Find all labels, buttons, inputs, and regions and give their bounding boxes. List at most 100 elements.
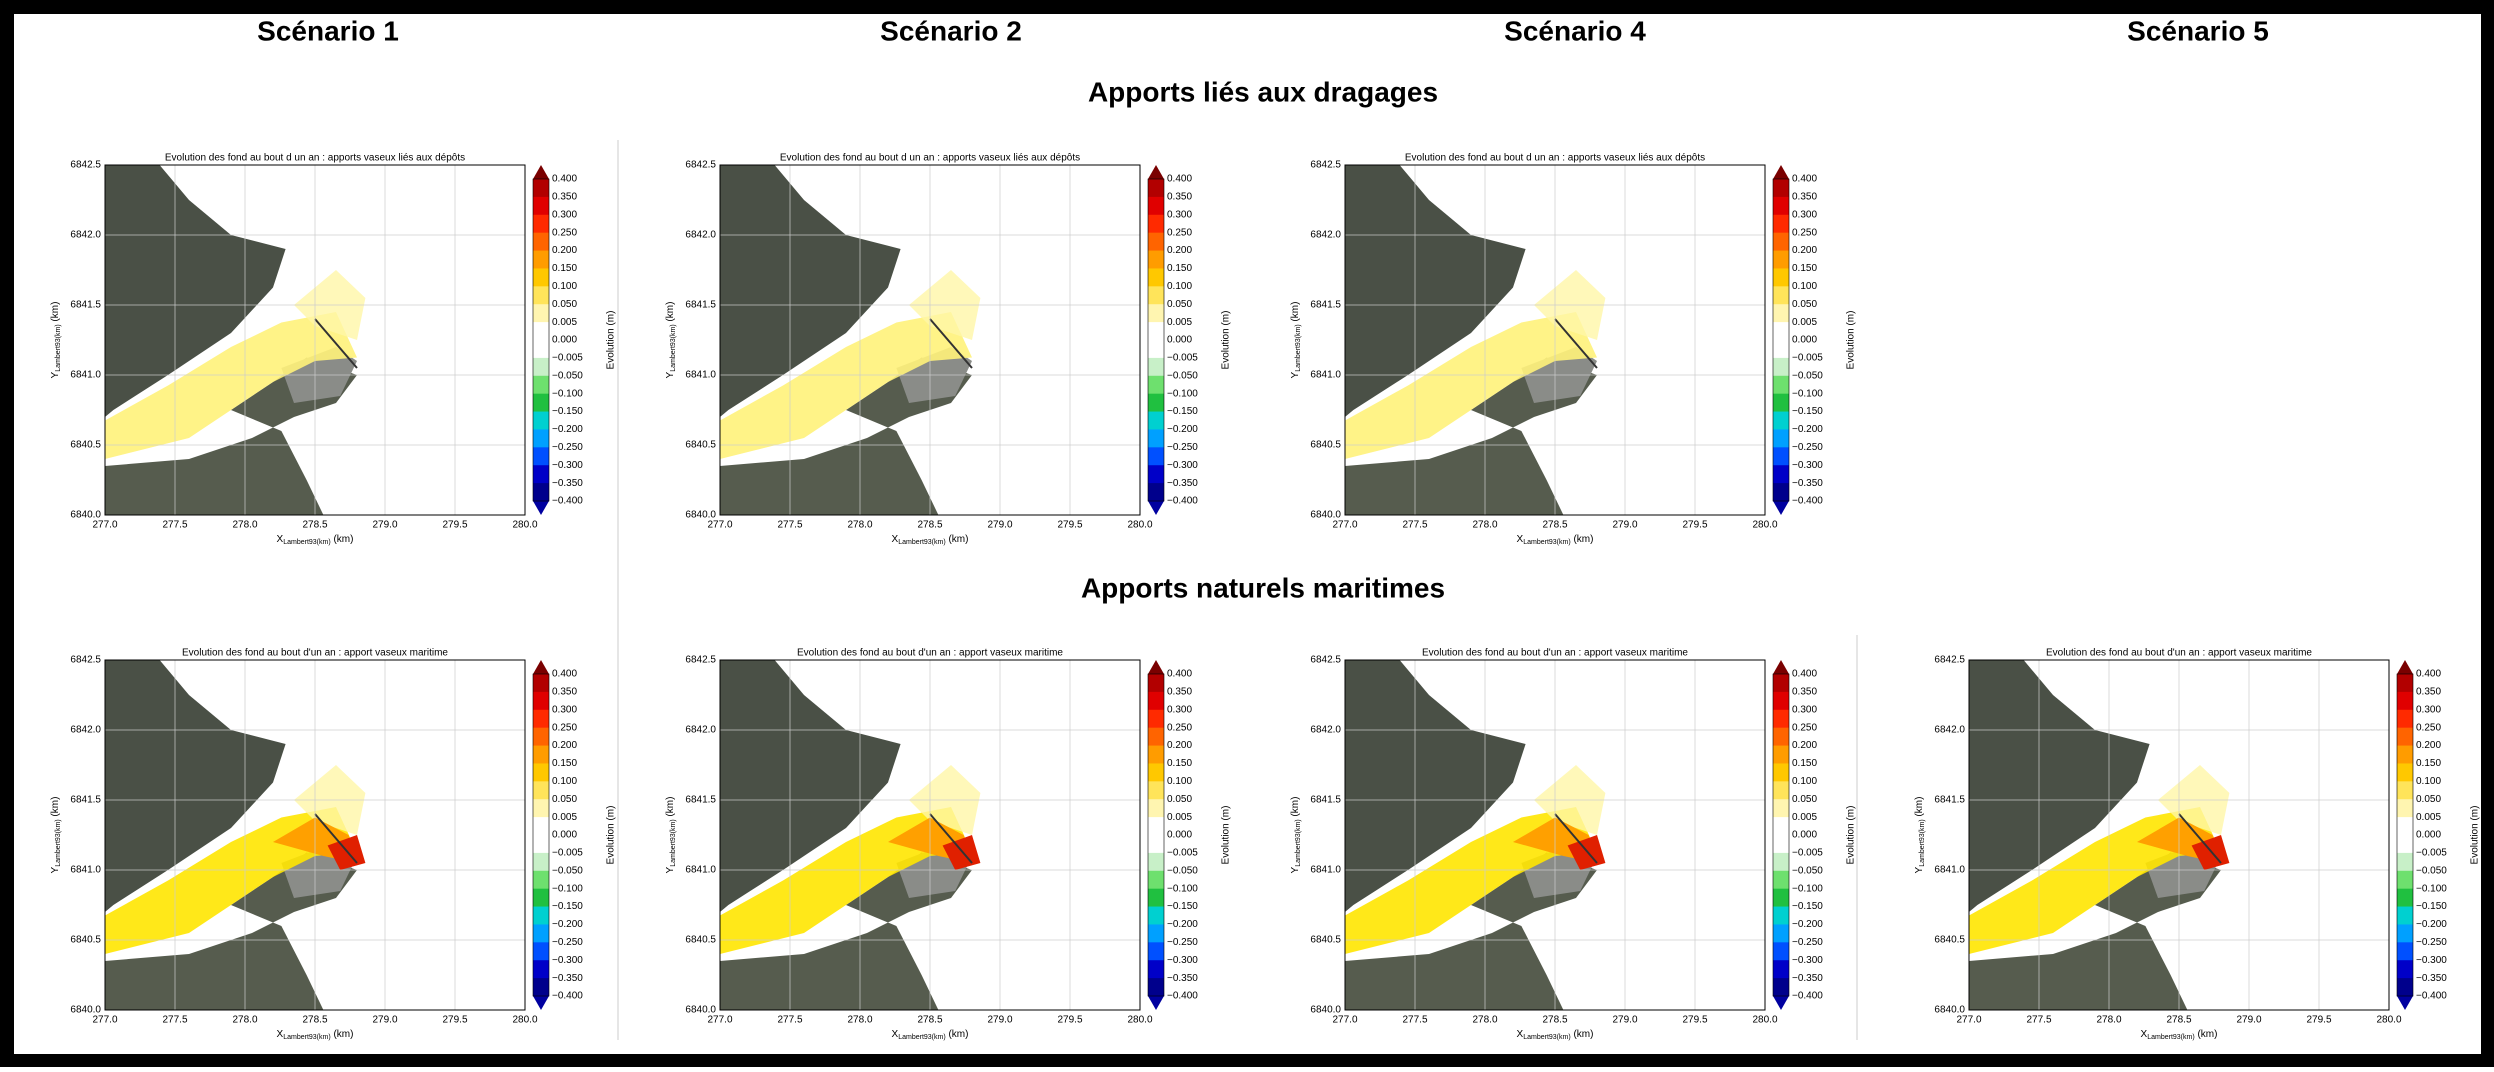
x-axis-label: XLambert93(km) (km) xyxy=(277,1029,354,1041)
colorbar-tick-label: −0.100 xyxy=(1792,388,1823,399)
x-axis-label: XLambert93(km) (km) xyxy=(1517,1029,1594,1041)
y-tick-label: 6840.0 xyxy=(685,1005,716,1016)
colorbar-segment xyxy=(1148,853,1164,871)
colorbar-segment xyxy=(533,978,549,996)
colorbar-segment xyxy=(533,394,549,412)
colorbar-segment xyxy=(1148,763,1164,781)
column-header: Scénario 5 xyxy=(2127,15,2269,46)
colorbar-tick-label: 0.200 xyxy=(1167,740,1192,751)
x-tick-label: 277.0 xyxy=(1332,1015,1357,1026)
colorbar-tick-label: −0.100 xyxy=(552,388,583,399)
colorbar-tick-label: 0.300 xyxy=(1167,209,1192,220)
colorbar-segment xyxy=(533,817,549,835)
y-tick-label: 6840.5 xyxy=(1934,935,1965,946)
x-tick-label: 279.5 xyxy=(1057,520,1082,531)
x-tick-label: 278.0 xyxy=(232,1015,257,1026)
colorbar-label: Evolution (m) xyxy=(2470,806,2481,865)
colorbar-segment xyxy=(2397,889,2413,907)
panel-title: Evolution des fond au bout d'un an : app… xyxy=(797,648,1063,659)
colorbar-tick-label: −0.350 xyxy=(552,973,583,984)
colorbar-segment xyxy=(2397,960,2413,978)
colorbar-tick-label: −0.100 xyxy=(2416,883,2447,894)
x-axis-label: XLambert93(km) (km) xyxy=(892,534,969,546)
colorbar-segment xyxy=(533,710,549,728)
colorbar-segment xyxy=(1773,215,1789,233)
colorbar-segment xyxy=(1773,835,1789,853)
x-tick-label: 277.0 xyxy=(92,520,117,531)
colorbar-segment xyxy=(533,304,549,322)
colorbar-tick-label: 0.100 xyxy=(2416,776,2441,787)
colorbar-segment xyxy=(1148,781,1164,799)
colorbar-segment xyxy=(2397,763,2413,781)
colorbar-tick-label: 0.100 xyxy=(1792,281,1817,292)
colorbar-segment xyxy=(533,465,549,483)
column-header: Scénario 4 xyxy=(1504,15,1646,46)
x-tick-label: 277.0 xyxy=(707,1015,732,1026)
y-axis-label: YLambert93(km) (km) xyxy=(50,797,62,874)
x-tick-label: 277.0 xyxy=(1956,1015,1981,1026)
y-tick-label: 6842.0 xyxy=(685,230,716,241)
x-tick-label: 277.5 xyxy=(777,520,802,531)
colorbar-segment xyxy=(1773,376,1789,394)
colorbar-tick-label: 0.250 xyxy=(1167,722,1192,733)
colorbar-arrow xyxy=(1148,165,1164,179)
y-tick-label: 6842.0 xyxy=(1310,725,1341,736)
colorbar-tick-label: 0.005 xyxy=(2416,812,2441,823)
colorbar-tick-label: 0.000 xyxy=(552,335,577,346)
colorbar-segment xyxy=(1773,340,1789,358)
colorbar-segment xyxy=(533,889,549,907)
colorbar-segment xyxy=(533,412,549,430)
x-axis-label: Lambert93(km) xyxy=(898,1034,945,1041)
y-tick-label: 6841.0 xyxy=(685,865,716,876)
y-tick-label: 6841.5 xyxy=(70,795,101,806)
colorbar-tick-label: 0.150 xyxy=(552,263,577,274)
x-tick-label: 278.5 xyxy=(917,520,942,531)
colorbar-tick-label: −0.050 xyxy=(1167,865,1198,876)
colorbar-tick-label: −0.350 xyxy=(1792,478,1823,489)
colorbar-segment xyxy=(2397,799,2413,817)
colorbar-tick-label: −0.005 xyxy=(1792,353,1823,364)
colorbar-segment xyxy=(1773,447,1789,465)
colorbar-segment xyxy=(2397,871,2413,889)
colorbar-tick-label: −0.300 xyxy=(1167,460,1198,471)
colorbar-tick-label: −0.200 xyxy=(2416,919,2447,930)
x-tick-label: 279.5 xyxy=(1682,520,1707,531)
colorbar-tick-label: −0.005 xyxy=(1167,353,1198,364)
x-tick-label: 278.5 xyxy=(1542,520,1567,531)
colorbar-segment xyxy=(533,674,549,692)
y-axis-label: (km) xyxy=(665,797,676,820)
colorbar-tick-label: −0.300 xyxy=(552,460,583,471)
colorbar-segment xyxy=(533,781,549,799)
y-axis-label: Lambert93(km) xyxy=(670,324,677,371)
colorbar-segment xyxy=(1148,322,1164,340)
column-header: Scénario 1 xyxy=(257,15,399,46)
x-tick-label: 278.0 xyxy=(232,520,257,531)
colorbar-segment xyxy=(1773,429,1789,447)
colorbar-segment xyxy=(1148,692,1164,710)
colorbar-segment xyxy=(1148,251,1164,269)
colorbar-tick-label: 0.005 xyxy=(552,317,577,328)
x-tick-label: 277.0 xyxy=(1332,520,1357,531)
x-tick-label: 277.5 xyxy=(162,520,187,531)
colorbar-tick-label: 0.250 xyxy=(1792,722,1817,733)
y-tick-label: 6841.5 xyxy=(1934,795,1965,806)
colorbar-segment xyxy=(2397,907,2413,925)
y-tick-label: 6842.5 xyxy=(1934,655,1965,666)
colorbar-tick-label: 0.150 xyxy=(552,758,577,769)
colorbar-segment xyxy=(1148,942,1164,960)
x-tick-label: 279.5 xyxy=(442,520,467,531)
colorbar-segment xyxy=(533,358,549,376)
y-axis-label: Lambert93(km) xyxy=(1295,819,1302,866)
colorbar-tick-label: 0.350 xyxy=(2416,687,2441,698)
y-tick-label: 6840.5 xyxy=(685,935,716,946)
colorbar-tick-label: 0.000 xyxy=(1792,335,1817,346)
y-tick-label: 6840.0 xyxy=(1310,510,1341,521)
y-axis-label: (km) xyxy=(50,302,61,325)
x-tick-label: 279.5 xyxy=(2306,1015,2331,1026)
colorbar-tick-label: 0.005 xyxy=(1167,317,1192,328)
colorbar-tick-label: 0.400 xyxy=(2416,669,2441,680)
panel-title: Evolution des fond au bout d un an : app… xyxy=(165,153,465,164)
y-tick-label: 6841.0 xyxy=(70,865,101,876)
colorbar-tick-label: −0.150 xyxy=(1167,406,1198,417)
y-tick-label: 6842.0 xyxy=(70,725,101,736)
